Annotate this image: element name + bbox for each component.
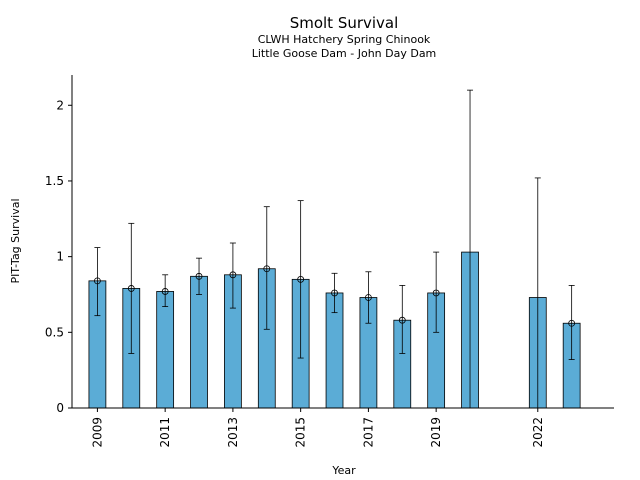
x-tick-label: 2022 xyxy=(531,417,545,448)
x-axis-label: Year xyxy=(331,464,356,477)
point-marker-2017 xyxy=(365,294,372,301)
x-tick-label: 2019 xyxy=(429,417,443,448)
y-ticks: 0 0.5 1 1.5 2 xyxy=(45,98,72,415)
bars-layer xyxy=(88,251,581,409)
x-tick-label: 2009 xyxy=(90,417,104,448)
point-marker-2015 xyxy=(297,275,305,283)
error-bars-layer xyxy=(94,89,576,409)
point-marker-2011 xyxy=(161,288,169,295)
point-marker-2009 xyxy=(94,277,101,285)
y-tick-label: 0.5 xyxy=(45,325,64,339)
x-tick-label: 2013 xyxy=(226,417,240,448)
chart-subtitle-line-1: CLWH Hatchery Spring Chinook xyxy=(258,33,431,46)
point-marker-2023 xyxy=(568,319,576,327)
point-marker-2014 xyxy=(263,265,271,273)
bar-2011 xyxy=(156,291,175,409)
y-tick-label: 2 xyxy=(56,98,64,112)
point-marker-2016 xyxy=(331,289,338,297)
y-tick-label: 1 xyxy=(56,250,64,264)
chart-subtitle-line-2: Little Goose Dam - John Day Dam xyxy=(252,47,437,60)
point-marker-2010 xyxy=(127,285,135,292)
y-tick-label: 1.5 xyxy=(45,174,64,188)
point-marker-2013 xyxy=(229,271,237,279)
point-marker-2018 xyxy=(398,316,406,324)
x-tick-label: 2015 xyxy=(294,417,308,448)
y-tick-label: 0 xyxy=(56,401,64,415)
point-marker-2019 xyxy=(432,289,440,297)
x-ticks: 2009 2011 2013 2015 2017 2019 2022 xyxy=(90,408,545,448)
x-tick-label: 2017 xyxy=(361,417,375,448)
point-marker-2012 xyxy=(195,272,203,280)
x-tick-label: 2011 xyxy=(158,417,172,448)
chart-title: Smolt Survival xyxy=(290,14,399,32)
y-axis-label: PIT-Tag Survival xyxy=(9,198,22,283)
bar-2012 xyxy=(190,275,208,409)
